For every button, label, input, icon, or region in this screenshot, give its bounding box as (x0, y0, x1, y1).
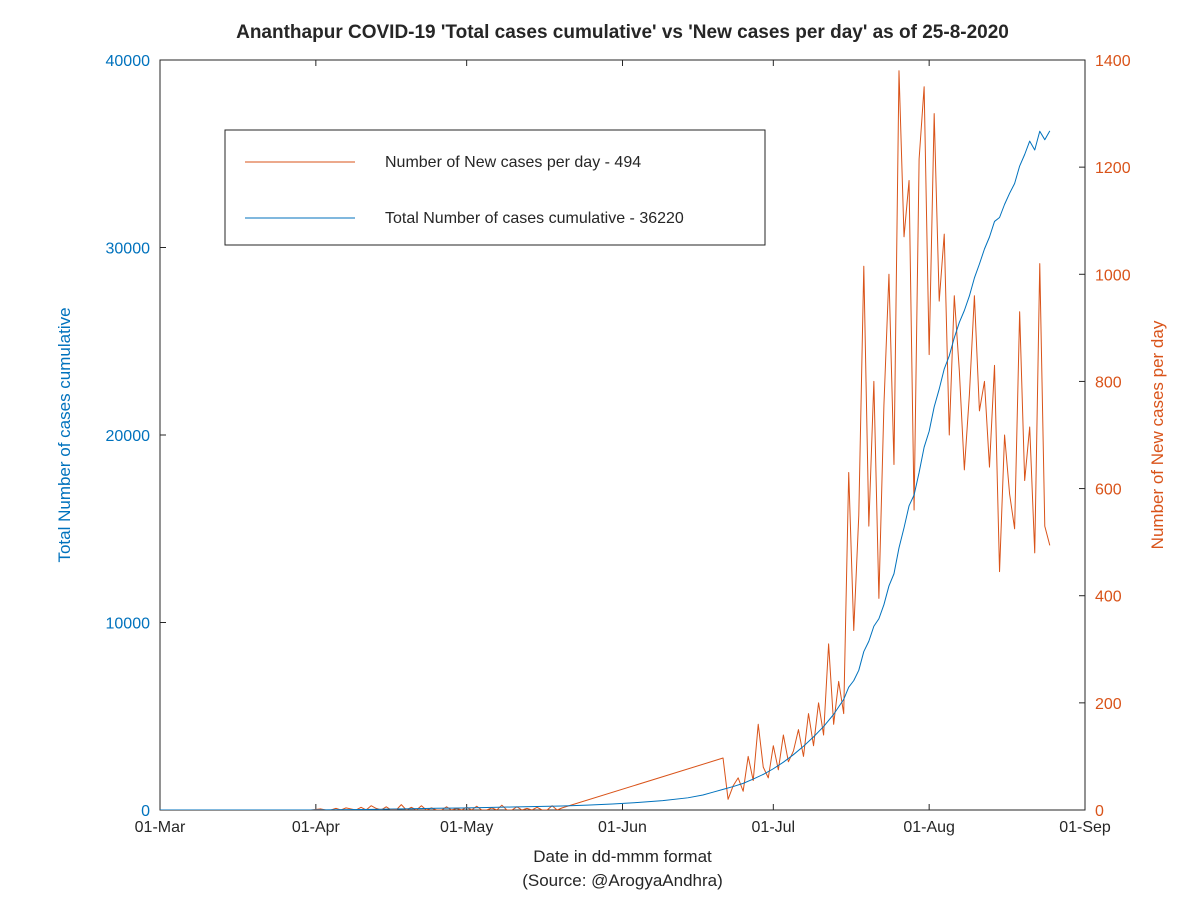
y-left-tick-label: 10000 (106, 616, 151, 633)
y-left-tick-label: 0 (141, 803, 150, 820)
legend: Number of New cases per day - 494 Total N… (225, 130, 765, 245)
x-axis-sublabel: (Source: @ArogyaAndhra) (522, 871, 723, 890)
y-left-tick-label: 20000 (106, 428, 151, 445)
y-right-tick-label: 600 (1095, 482, 1122, 499)
y-right-tick-label: 0 (1095, 803, 1104, 820)
x-tick-label: 01-Jun (598, 819, 647, 836)
y-right-tick-label: 1000 (1095, 267, 1131, 284)
chart-container: Ananthapur COVID-19 'Total cases cumulat… (0, 0, 1200, 900)
y-right-tick-label: 1200 (1095, 160, 1131, 177)
x-tick-label: 01-Jul (752, 819, 796, 836)
x-tick-label: 01-Sep (1059, 819, 1111, 836)
y-right-tick-label: 800 (1095, 374, 1122, 391)
y-left-tick-label: 40000 (106, 53, 151, 70)
chart-title: Ananthapur COVID-19 'Total cases cumulat… (236, 22, 1009, 43)
y-right-tick-label: 1400 (1095, 53, 1131, 70)
y-left-tick-label: 30000 (106, 241, 151, 258)
legend-box (225, 130, 765, 245)
y-right-axis-label: Number of New cases per day (1148, 320, 1167, 549)
x-tick-label: 01-Apr (292, 819, 341, 836)
x-axis-label: Date in dd-mmm format (533, 847, 712, 866)
y-right-tick-label: 400 (1095, 589, 1122, 606)
y-right-tick-label: 200 (1095, 696, 1122, 713)
legend-label: Number of New cases per day - 494 (385, 154, 641, 171)
chart-svg: Ananthapur COVID-19 'Total cases cumulat… (0, 0, 1200, 900)
legend-label: Total Number of cases cumulative - 36220 (385, 210, 684, 227)
y-left-axis-label: Total Number of cases cumulative (55, 307, 74, 562)
x-tick-label: 01-May (440, 819, 493, 836)
x-tick-label: 01-Mar (135, 819, 186, 836)
x-tick-label: 01-Aug (903, 819, 955, 836)
